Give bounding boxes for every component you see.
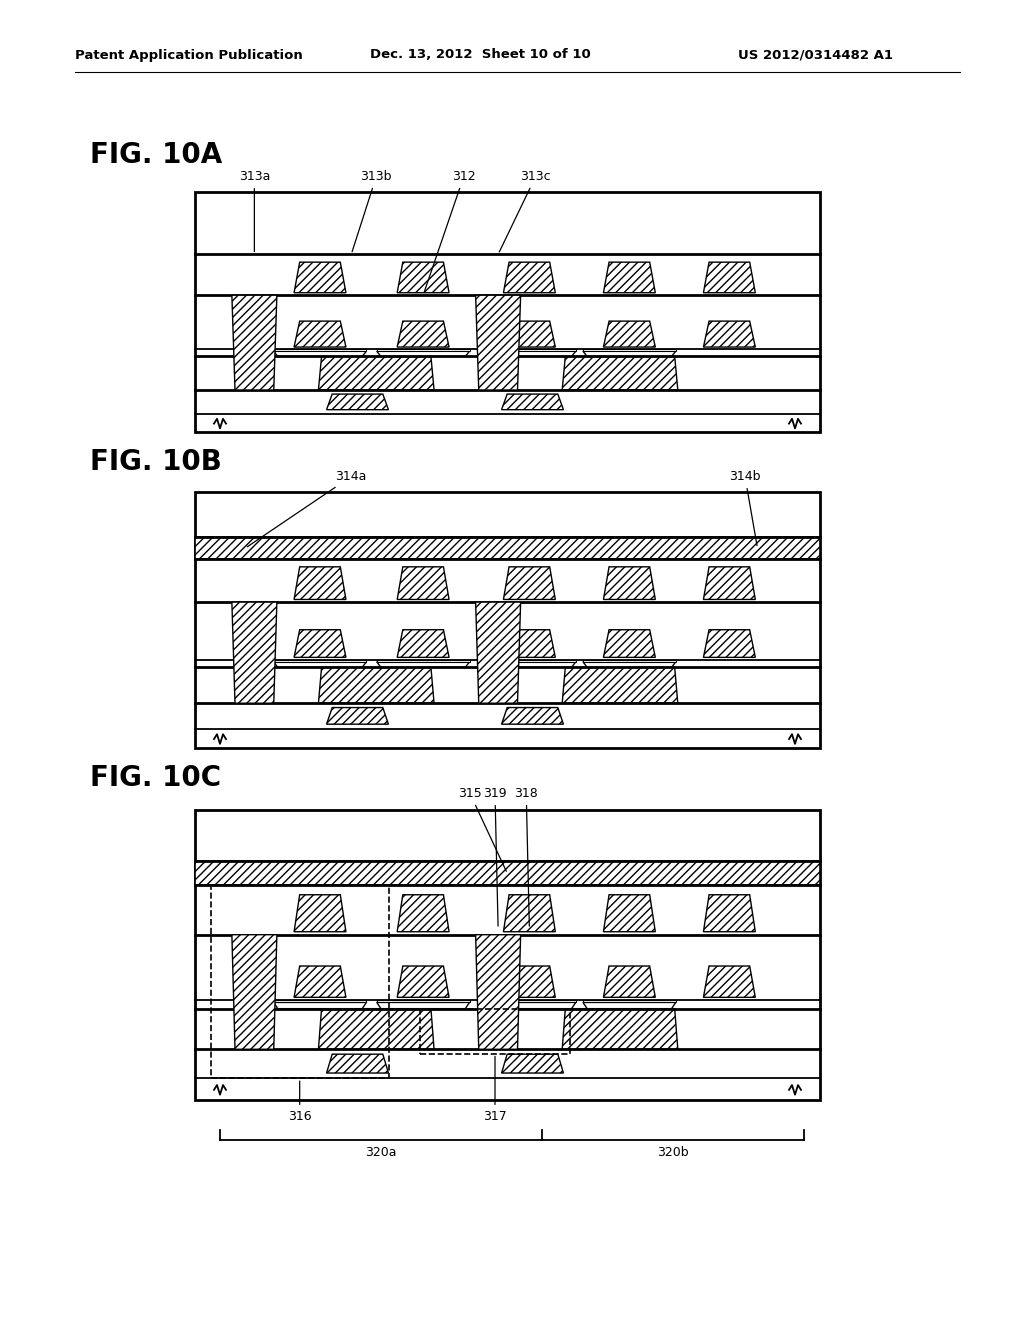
Polygon shape [318,668,434,704]
Polygon shape [377,661,470,668]
Bar [583,1001,676,1002]
Bar [583,660,676,661]
Text: 318: 318 [514,787,539,927]
Polygon shape [583,661,676,668]
Text: 314b: 314b [729,470,761,545]
Polygon shape [294,966,346,998]
Polygon shape [583,1002,676,1008]
Bar [483,660,575,661]
Text: 313a: 313a [239,170,270,252]
Polygon shape [273,661,367,668]
Polygon shape [397,566,450,599]
Polygon shape [397,630,450,657]
Polygon shape [703,263,756,293]
Text: Dec. 13, 2012  Sheet 10 of 10: Dec. 13, 2012 Sheet 10 of 10 [370,49,591,62]
Bar [195,492,820,748]
Polygon shape [294,321,346,347]
Polygon shape [603,566,655,599]
Bar [195,537,820,558]
Text: US 2012/0314482 A1: US 2012/0314482 A1 [738,49,893,62]
Polygon shape [603,321,655,347]
Bar [273,660,367,661]
Bar [377,1001,470,1002]
Polygon shape [231,935,276,1049]
Polygon shape [504,263,555,293]
Polygon shape [475,602,520,704]
Polygon shape [273,351,367,356]
Bar [483,1001,575,1002]
Polygon shape [483,1002,575,1008]
Text: 315: 315 [458,787,506,871]
Text: 316: 316 [288,1081,311,1123]
Polygon shape [483,351,575,356]
Bar [195,191,820,432]
Polygon shape [397,966,450,998]
Polygon shape [294,566,346,599]
Polygon shape [603,895,655,932]
Polygon shape [294,895,346,932]
Bar [273,350,367,351]
Polygon shape [504,966,555,998]
Bar [483,350,575,351]
Bar [195,810,820,1100]
Polygon shape [377,351,470,356]
Polygon shape [475,935,520,1049]
Polygon shape [231,602,276,704]
Polygon shape [318,1008,434,1049]
Text: Patent Application Publication: Patent Application Publication [75,49,303,62]
Text: 314a: 314a [248,470,367,546]
Polygon shape [562,668,678,704]
Polygon shape [327,708,388,725]
Bar [273,1001,367,1002]
Polygon shape [397,321,450,347]
Polygon shape [475,296,520,389]
Text: 319: 319 [483,787,507,927]
Polygon shape [377,1002,470,1008]
Polygon shape [327,395,388,409]
Polygon shape [504,566,555,599]
Text: FIG. 10C: FIG. 10C [90,764,221,792]
Polygon shape [294,263,346,293]
Polygon shape [397,895,450,932]
Polygon shape [703,966,756,998]
Bar [195,861,820,886]
Text: 320b: 320b [657,1146,689,1159]
Text: 312: 312 [424,170,475,293]
Bar [377,660,470,661]
Polygon shape [603,966,655,998]
Polygon shape [397,263,450,293]
Bar [211,886,389,1078]
Bar [583,350,676,351]
Polygon shape [562,356,678,389]
Polygon shape [231,296,276,389]
Polygon shape [504,321,555,347]
Text: 320a: 320a [366,1146,396,1159]
Text: 313c: 313c [500,170,551,252]
Text: 317: 317 [483,1056,507,1123]
Polygon shape [504,895,555,932]
Polygon shape [583,351,676,356]
Polygon shape [703,321,756,347]
Bar [420,1008,570,1053]
Polygon shape [603,263,655,293]
Bar [377,350,470,351]
Text: FIG. 10A: FIG. 10A [90,141,222,169]
Polygon shape [504,630,555,657]
Polygon shape [562,1008,678,1049]
Polygon shape [502,708,563,725]
Text: FIG. 10B: FIG. 10B [90,447,222,477]
Polygon shape [603,630,655,657]
Polygon shape [273,1002,367,1008]
Polygon shape [327,1055,388,1073]
Polygon shape [703,630,756,657]
Polygon shape [294,630,346,657]
Polygon shape [318,356,434,389]
Polygon shape [483,661,575,668]
Polygon shape [703,566,756,599]
Polygon shape [703,895,756,932]
Polygon shape [502,1055,563,1073]
Polygon shape [502,395,563,409]
Text: 313b: 313b [352,170,392,252]
